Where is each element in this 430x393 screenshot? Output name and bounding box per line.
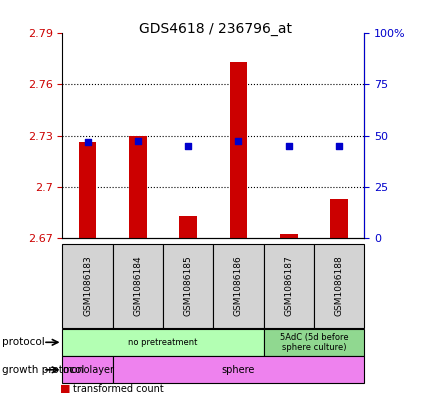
Point	[234, 138, 241, 144]
Text: GSM1086183: GSM1086183	[83, 255, 92, 316]
Text: ■: ■	[60, 384, 71, 393]
Bar	[280, 234, 297, 238]
Bar	[79, 142, 96, 238]
Bar	[329, 198, 347, 238]
Point	[84, 139, 91, 145]
Bar	[179, 216, 197, 238]
Text: GSM1086186: GSM1086186	[233, 255, 243, 316]
Text: sphere: sphere	[221, 365, 255, 375]
Text: 5AdC (5d before
sphere culture): 5AdC (5d before sphere culture)	[279, 332, 347, 352]
Text: GDS4618 / 236796_at: GDS4618 / 236796_at	[139, 22, 291, 36]
Text: monolayer: monolayer	[61, 365, 114, 375]
Text: GSM1086185: GSM1086185	[183, 255, 192, 316]
Text: GSM1086187: GSM1086187	[284, 255, 292, 316]
Text: GSM1086184: GSM1086184	[133, 255, 142, 316]
Point	[335, 143, 342, 149]
Point	[134, 138, 141, 144]
Text: no pretreatment: no pretreatment	[128, 338, 197, 347]
Text: GSM1086188: GSM1086188	[334, 255, 343, 316]
Point	[184, 143, 191, 149]
Text: protocol: protocol	[2, 337, 45, 347]
Bar	[129, 136, 146, 238]
Bar	[229, 62, 247, 238]
Text: growth protocol: growth protocol	[2, 365, 84, 375]
Text: transformed count: transformed count	[73, 384, 164, 393]
Point	[285, 143, 292, 149]
